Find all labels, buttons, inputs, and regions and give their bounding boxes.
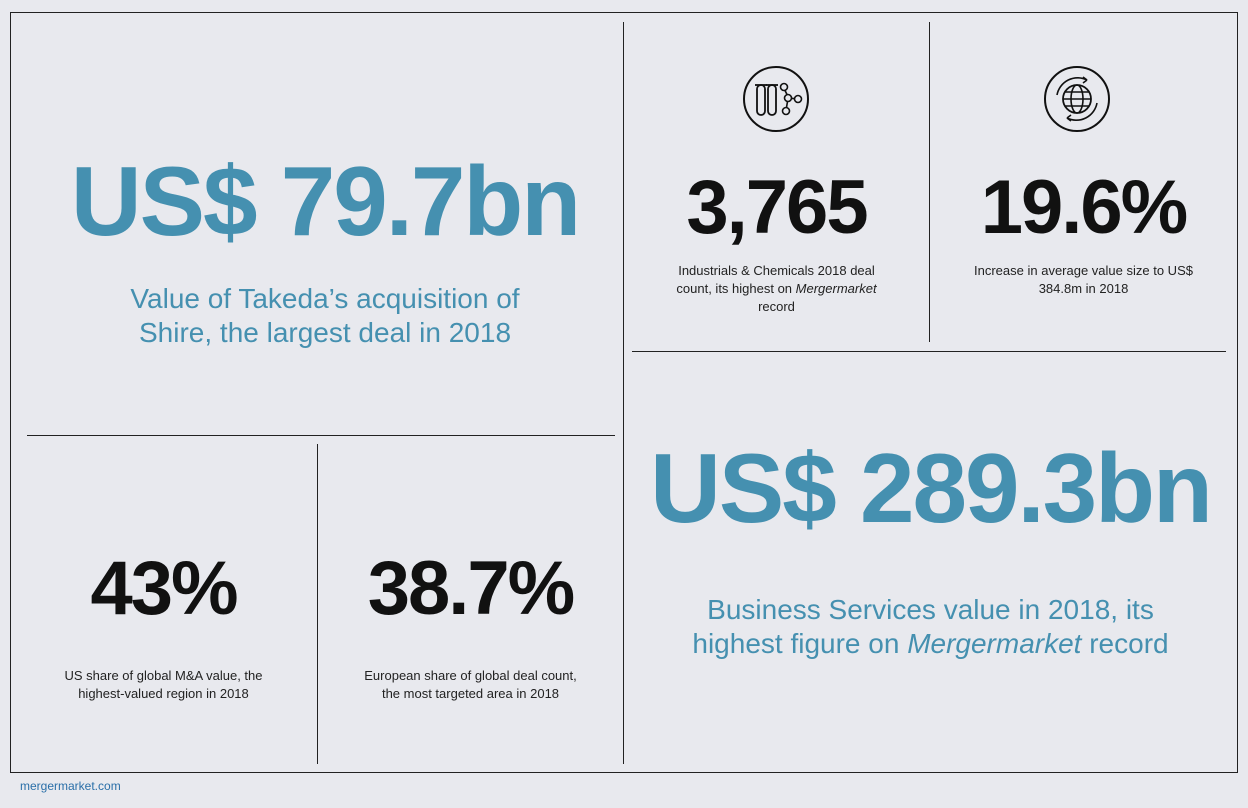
test-tubes-molecule-icon xyxy=(742,65,810,138)
left-rule xyxy=(10,12,11,772)
stat-us-value: 43% xyxy=(90,546,238,631)
stat-industrials-value: 3,765 xyxy=(686,165,868,250)
bottom-rule xyxy=(10,772,1238,773)
stat-europe-caption: European share of global deal count, the… xyxy=(364,668,577,701)
right-horizontal-divider xyxy=(632,351,1226,352)
bottom-left-divider xyxy=(317,444,318,764)
stat-europe-value: 38.7% xyxy=(367,546,576,631)
stat-takeda-value: US$ 79.7bn xyxy=(70,146,581,256)
left-horizontal-divider xyxy=(27,435,615,436)
stat-takeda-caption: Value of Takeda’s acquisition of Shire, … xyxy=(130,283,520,348)
globe-icon xyxy=(1043,65,1111,138)
top-rule xyxy=(10,12,1238,13)
top-right-divider xyxy=(929,22,930,342)
stat-average-value: 19.6% xyxy=(980,165,1189,250)
stat-business-caption: Business Services value in 2018, its hig… xyxy=(692,594,1169,659)
center-divider xyxy=(623,22,624,764)
stat-industrials-caption: Industrials & Chemicals 2018 deal count,… xyxy=(676,263,877,314)
right-rule xyxy=(1237,12,1238,772)
stat-business-value: US$ 289.3bn xyxy=(650,433,1213,543)
stat-us-caption: US share of global M&A value, the highes… xyxy=(64,668,263,701)
stat-average-caption: Increase in average value size to US$ 38… xyxy=(974,263,1193,296)
footer-site-link[interactable]: mergermarket.com xyxy=(20,779,121,793)
